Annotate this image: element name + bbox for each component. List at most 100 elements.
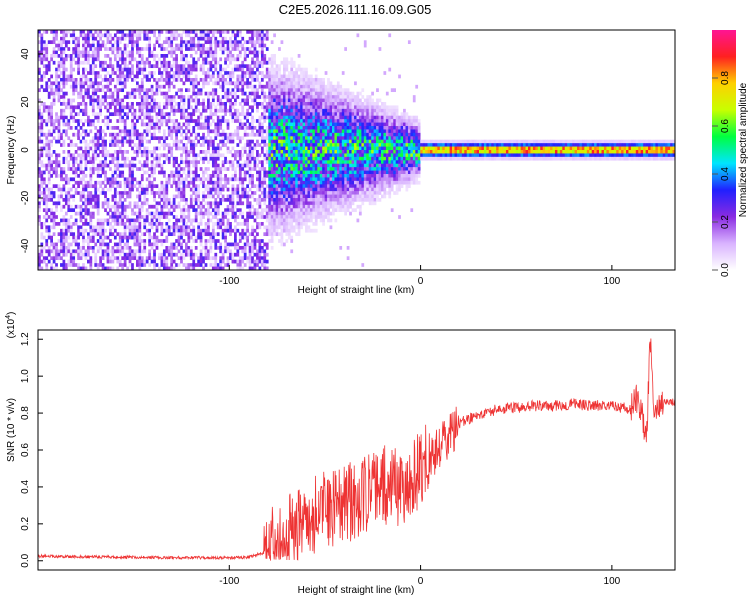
spectrogram-cell xyxy=(50,91,53,96)
spectrogram-cell xyxy=(140,259,144,264)
spectrogram-cell xyxy=(285,239,289,243)
spectrogram-cell xyxy=(295,222,298,226)
spectrogram-cell xyxy=(45,71,49,75)
spectrogram-cell xyxy=(153,105,156,110)
spectrogram-cell xyxy=(258,215,262,219)
spectrogram-cell xyxy=(256,174,259,178)
spectrogram-cell xyxy=(42,30,46,34)
spectrogram-cell xyxy=(236,143,240,147)
spectrogram-cell xyxy=(283,198,286,202)
spectrogram-cell xyxy=(158,256,161,261)
spectrogram-cell xyxy=(45,215,49,219)
spectrogram-cell xyxy=(197,98,200,103)
spectrogram-cell xyxy=(309,115,313,120)
spectrogram-cell xyxy=(226,91,230,96)
spectrogram-cell xyxy=(131,112,134,117)
spectrogram-cell xyxy=(292,215,296,219)
spectrogram-cell xyxy=(285,150,289,154)
spectrogram-cell xyxy=(248,112,252,117)
spectrogram-cell xyxy=(158,156,161,161)
spectrogram-cell xyxy=(283,170,286,175)
spectrogram-cell xyxy=(209,47,213,51)
spectrogram-cell xyxy=(47,215,51,219)
spectrogram-cell xyxy=(226,187,230,192)
spectrogram-cell xyxy=(307,218,311,223)
spectrogram-cell xyxy=(55,249,58,254)
spectrogram-cell xyxy=(211,184,215,189)
spectrogram-cell xyxy=(258,102,262,106)
spectrogram-cell xyxy=(150,30,154,34)
spectrogram-cell xyxy=(67,225,71,230)
spectrogram-cell xyxy=(177,71,181,75)
spectrogram-cell xyxy=(209,235,213,240)
spectrogram-cell xyxy=(275,211,279,216)
spectrogram-cell xyxy=(290,60,294,65)
spectrogram-cell xyxy=(180,232,183,237)
spectrogram-cell xyxy=(138,84,142,89)
spectrogram-cell xyxy=(172,225,176,230)
spectrogram-cell xyxy=(258,246,262,250)
spectrogram-cell xyxy=(111,67,115,72)
spectrogram-cell xyxy=(280,153,284,158)
spectrogram-cell xyxy=(256,198,259,202)
spectrogram-cell xyxy=(106,54,110,58)
spectrogram-cell xyxy=(187,232,191,237)
spectrogram-cell xyxy=(55,139,58,144)
spectrogram-cell xyxy=(302,132,306,137)
spectrogram-cell xyxy=(40,174,44,178)
spectrogram-cell xyxy=(104,156,107,161)
spectrogram-cell xyxy=(209,242,213,247)
spectrogram-cell xyxy=(231,184,235,189)
spectrogram-cell xyxy=(207,222,210,226)
spectrogram-cell xyxy=(175,43,178,48)
spectrogram-cell xyxy=(79,252,83,257)
spectrogram-cell xyxy=(62,252,66,257)
spectrogram-cell xyxy=(285,156,289,161)
spectrogram-cell xyxy=(42,163,46,168)
spectrogram-cell xyxy=(231,47,235,51)
spectrogram-cell xyxy=(226,43,230,48)
spectrogram-cell xyxy=(246,47,249,51)
spectrogram-cell xyxy=(165,67,169,72)
spectrogram-cell xyxy=(138,239,142,243)
spectrogram-cell xyxy=(38,98,41,103)
spectrogram-cell xyxy=(165,122,169,127)
spectrogram-cell xyxy=(209,60,213,65)
spectrogram-cell xyxy=(216,126,220,130)
spectrogram-cell xyxy=(312,115,316,120)
spectrogram-cell xyxy=(111,204,115,209)
spectrogram-cell xyxy=(197,184,200,189)
spectrogram-cell xyxy=(38,218,41,223)
spectrogram-cell xyxy=(290,194,294,199)
spectrogram-cell xyxy=(143,239,147,243)
spectrogram-cell xyxy=(207,47,210,51)
spectrogram-cell xyxy=(199,126,203,130)
spectrogram-cell xyxy=(138,112,142,117)
spectrogram-cell xyxy=(305,126,308,130)
spectrogram-cell xyxy=(50,105,53,110)
spectrogram-cell xyxy=(94,259,98,264)
spectrogram-cell xyxy=(263,263,267,267)
spectrogram-cell xyxy=(167,126,171,130)
spectrogram-cell xyxy=(153,177,156,182)
spectrogram-cell xyxy=(162,112,166,117)
spectrogram-cell xyxy=(273,208,276,213)
spectrogram-cell xyxy=(38,263,41,267)
spectrogram-cell xyxy=(62,122,66,127)
spectrogram-cell xyxy=(285,194,289,199)
spectrogram-cell xyxy=(72,98,76,103)
spectrogram-cell xyxy=(111,153,115,158)
spectrogram-cell xyxy=(79,126,83,130)
spectrogram-cell xyxy=(131,30,134,34)
spectrogram-cell xyxy=(243,170,247,175)
spectrogram-cell xyxy=(287,204,291,209)
spectrogram-cell xyxy=(273,174,276,178)
spectrogram-cell xyxy=(185,156,188,161)
spectrogram-cell xyxy=(246,40,249,45)
spectrogram-cell xyxy=(47,132,51,137)
spectrogram-cell xyxy=(99,222,102,226)
spectrogram-cell xyxy=(55,204,58,209)
spectrogram-cell xyxy=(238,263,242,267)
spectrogram-cell xyxy=(285,81,289,86)
spectrogram-cell xyxy=(243,132,247,137)
